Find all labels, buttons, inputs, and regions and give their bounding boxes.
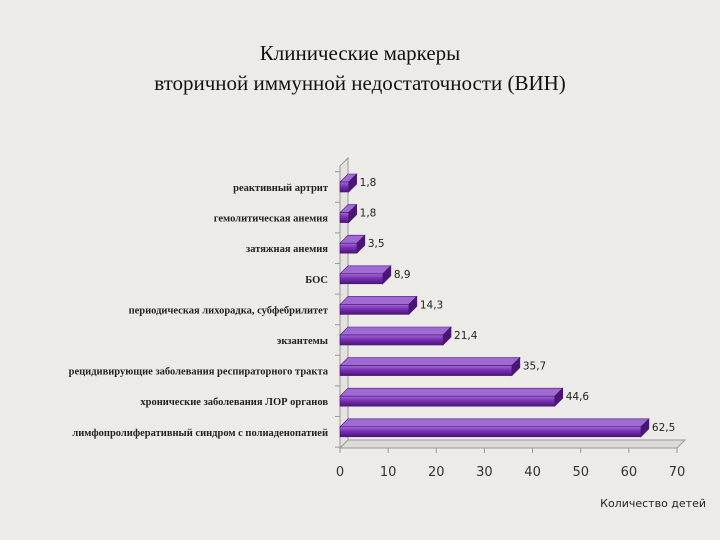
x-tick-label: 50 xyxy=(572,465,589,480)
data-label: 21,4 xyxy=(454,330,478,342)
bar xyxy=(339,304,410,315)
chart-title: Клинические маркеры вторичной иммунной н… xyxy=(0,38,720,98)
bar xyxy=(339,242,358,254)
category-label: гемолитическая анемия xyxy=(214,214,329,225)
bar-top-face xyxy=(339,296,418,305)
bar xyxy=(339,334,444,346)
data-label: 14,3 xyxy=(420,299,443,311)
data-label: 1,8 xyxy=(360,208,377,220)
category-label: хронические заболевания ЛОР органов xyxy=(140,397,328,408)
data-label: 35,7 xyxy=(523,361,546,373)
category-label: затяжная анемия xyxy=(246,244,328,255)
bar xyxy=(339,426,642,438)
bar-top-face xyxy=(339,418,650,428)
category-label: реактивный артрит xyxy=(233,183,329,194)
bar xyxy=(339,395,556,407)
category-label: рецидивирующие заболевания респираторног… xyxy=(69,367,329,378)
data-label: 3,5 xyxy=(368,238,385,250)
category-label: БОС xyxy=(305,275,328,286)
bar-top-face xyxy=(339,387,564,397)
bar xyxy=(339,212,349,223)
x-axis-floor xyxy=(338,439,687,449)
x-tick-label: 60 xyxy=(621,465,638,480)
category-label: лимфопролиферативный синдром с полиадено… xyxy=(72,428,328,439)
x-tick-label: 20 xyxy=(428,465,445,480)
chart-title-line-2: вторичной иммунной недостаточности (ВИН) xyxy=(154,71,566,95)
data-label: 1,8 xyxy=(360,177,377,189)
bar-top-face xyxy=(339,265,392,275)
bar xyxy=(339,365,513,376)
data-label: 62,5 xyxy=(652,422,675,434)
bar-top-face xyxy=(339,357,521,366)
x-tick-label: 30 xyxy=(476,465,493,480)
bar-top-face xyxy=(339,326,452,336)
data-label: 8,9 xyxy=(394,269,411,281)
x-tick-label: 40 xyxy=(524,465,541,480)
x-tick-label: 10 xyxy=(380,465,397,480)
category-label: периодическая лихорадка, субфебрилитет xyxy=(129,305,329,316)
x-axis-title: Количество детей xyxy=(600,497,706,510)
bar xyxy=(339,273,384,285)
category-label: экзантемы xyxy=(277,336,328,347)
data-label: 44,6 xyxy=(566,391,590,403)
x-tick-label: 70 xyxy=(669,465,686,480)
bar xyxy=(339,181,349,193)
x-tick-label: 0 xyxy=(336,465,344,480)
chart-title-line-1: Клинические маркеры xyxy=(259,41,461,65)
